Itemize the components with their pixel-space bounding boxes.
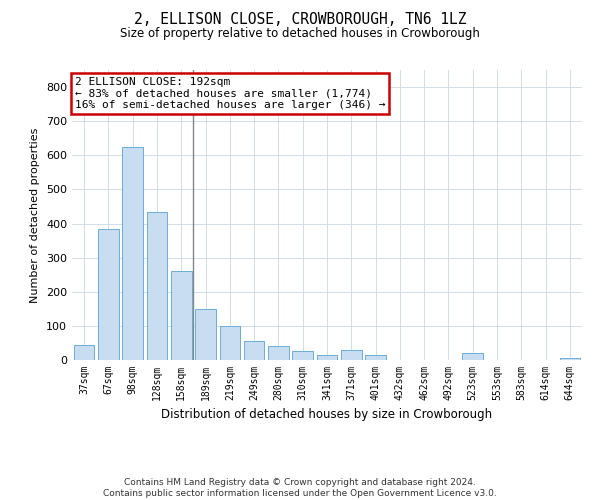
Bar (98, 228, 119, 360)
Text: Contains HM Land Registry data © Crown copyright and database right 2024.
Contai: Contains HM Land Registry data © Crown c… (103, 478, 497, 498)
Bar (341, 350, 362, 360)
Bar (317, 355, 337, 360)
Bar (292, 352, 313, 360)
Text: 2, ELLISON CLOSE, CROWBOROUGH, TN6 1LZ: 2, ELLISON CLOSE, CROWBOROUGH, TN6 1LZ (134, 12, 466, 28)
Bar (146, 212, 167, 360)
Bar (74, 344, 94, 360)
Bar (122, 147, 143, 360)
Bar (268, 346, 289, 360)
Bar (195, 309, 216, 360)
Bar (171, 272, 191, 360)
Bar (463, 353, 483, 360)
Bar (220, 326, 240, 360)
Text: 2 ELLISON CLOSE: 192sqm
← 83% of detached houses are smaller (1,774)
16% of semi: 2 ELLISON CLOSE: 192sqm ← 83% of detache… (74, 77, 385, 110)
Bar (365, 355, 386, 360)
Bar (560, 358, 580, 360)
Bar (244, 341, 265, 360)
Y-axis label: Number of detached properties: Number of detached properties (31, 128, 40, 302)
Text: Size of property relative to detached houses in Crowborough: Size of property relative to detached ho… (120, 28, 480, 40)
X-axis label: Distribution of detached houses by size in Crowborough: Distribution of detached houses by size … (161, 408, 493, 422)
